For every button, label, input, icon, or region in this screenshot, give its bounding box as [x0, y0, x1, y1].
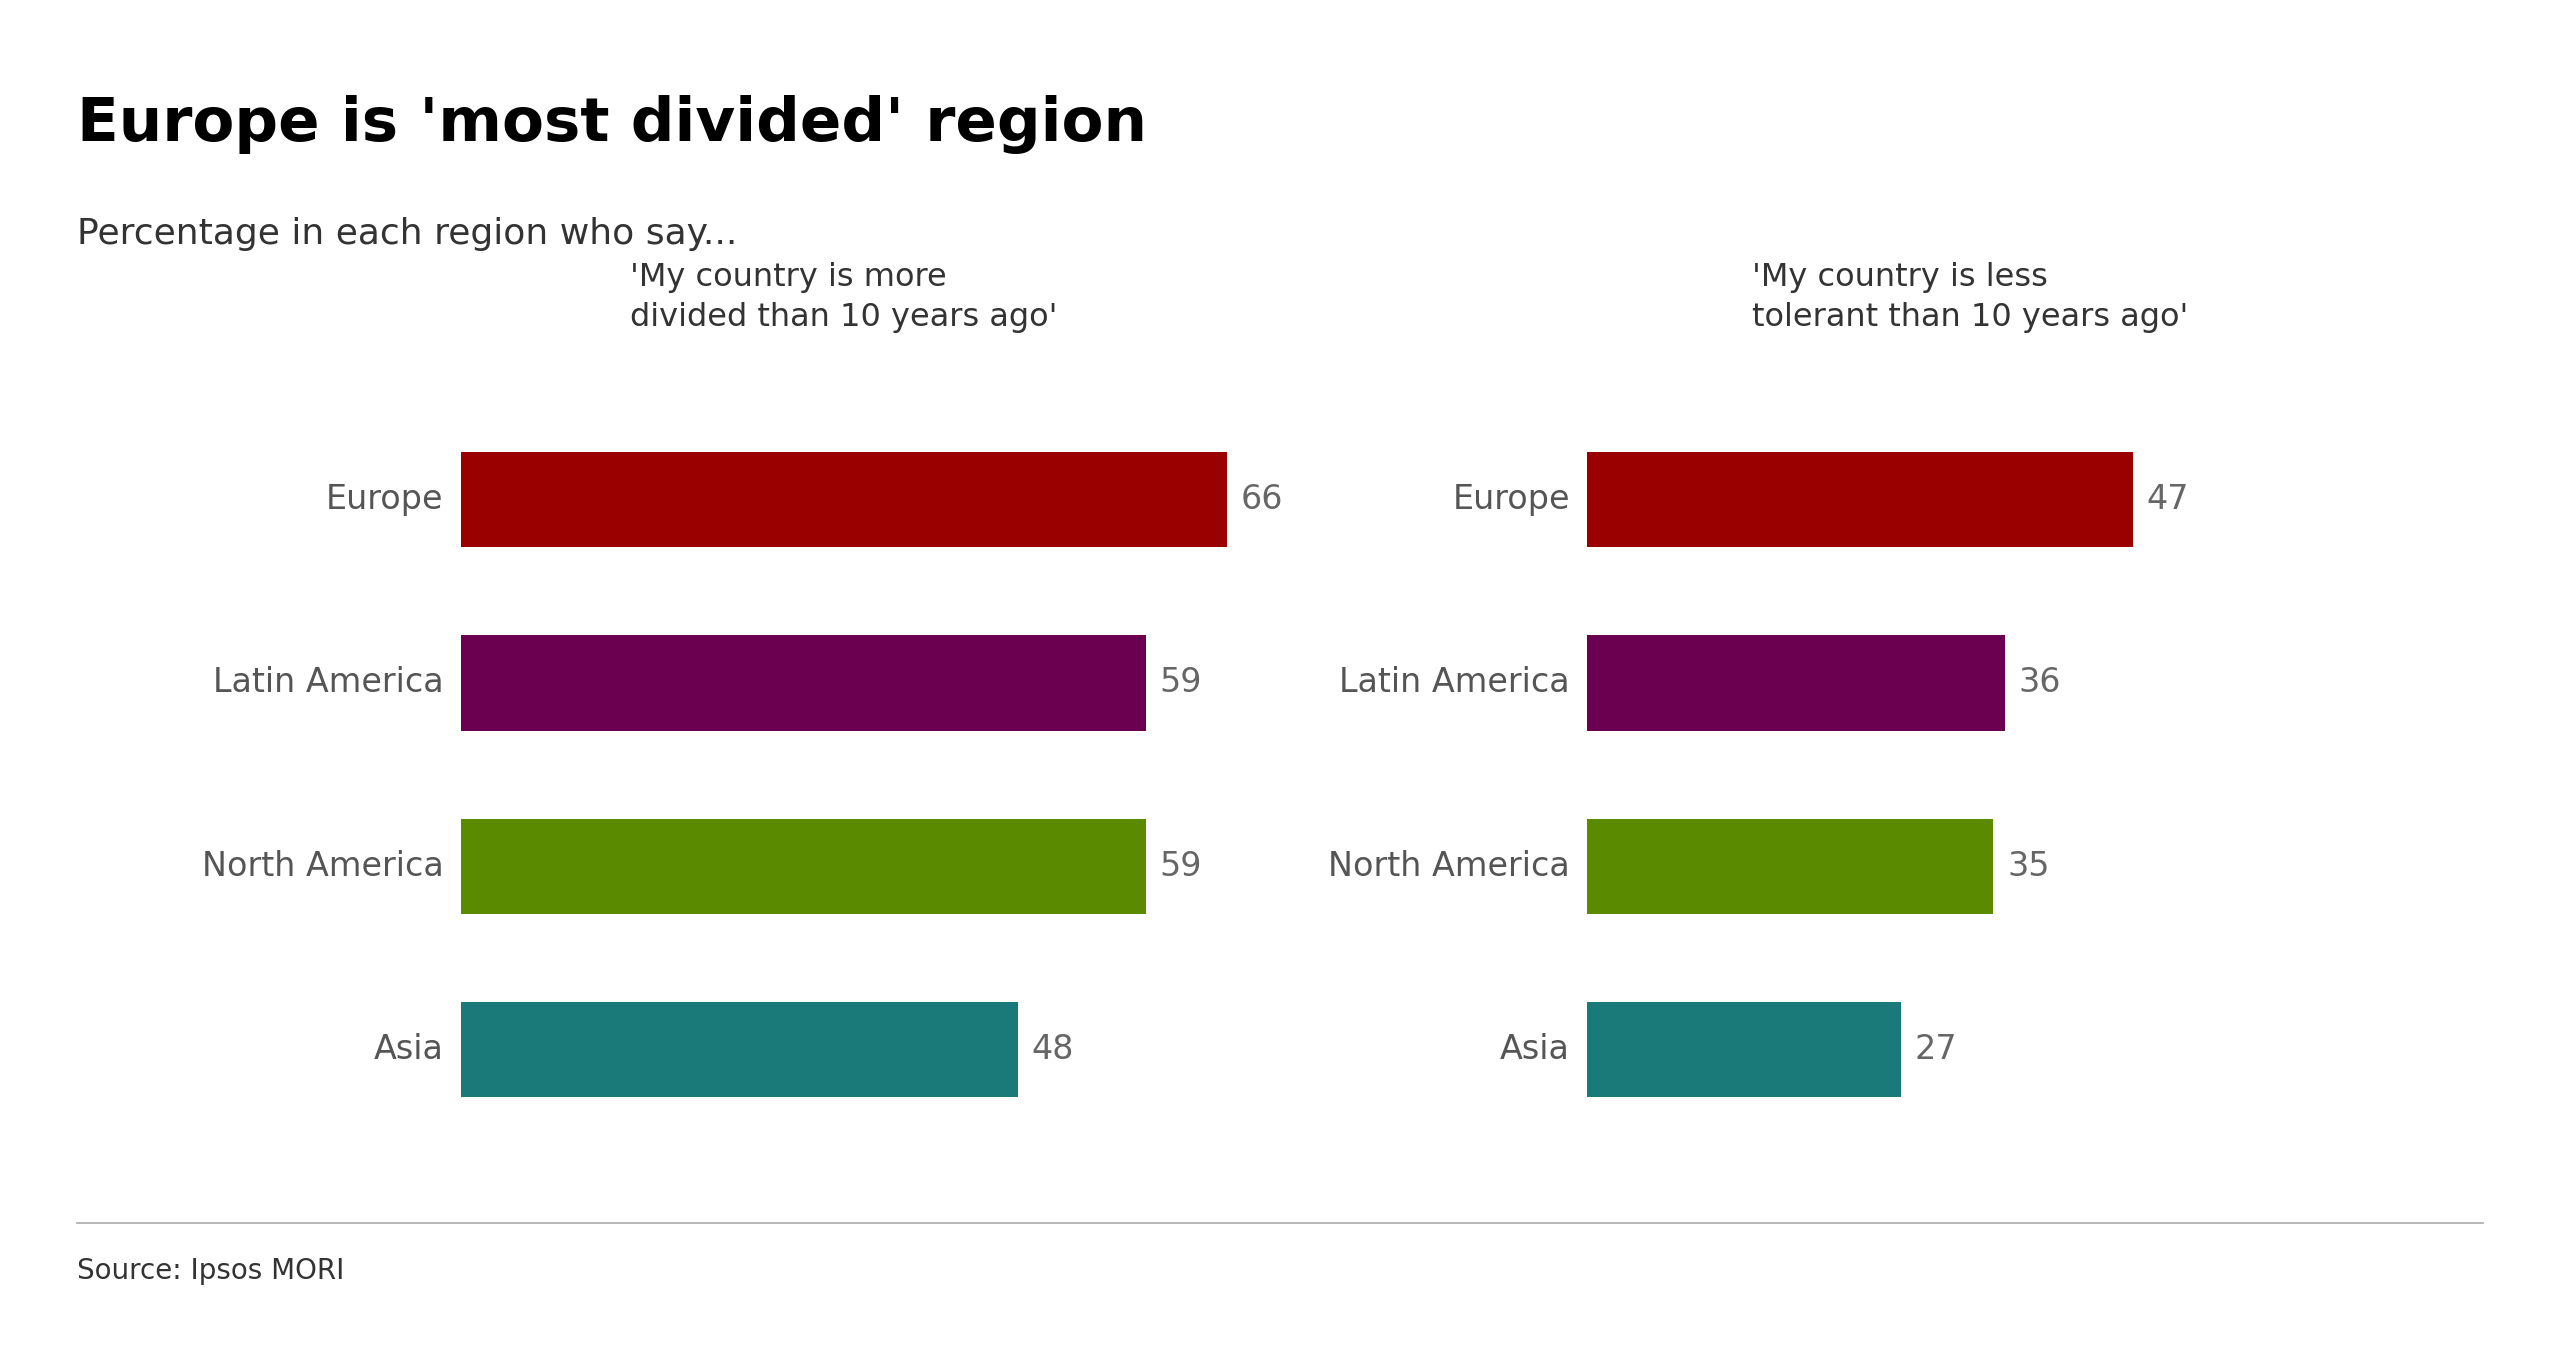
Text: Asia: Asia	[1500, 1033, 1569, 1065]
Text: 48: 48	[1032, 1033, 1075, 1065]
Text: North America: North America	[202, 849, 443, 883]
Bar	[461, 453, 1226, 548]
Text: 'My country is more
divided than 10 years ago': 'My country is more divided than 10 year…	[630, 262, 1057, 333]
Text: Latin America: Latin America	[212, 666, 443, 700]
Text: BBC: BBC	[2345, 1254, 2447, 1298]
Bar	[1587, 1002, 1900, 1097]
Text: Source: Ipsos MORI: Source: Ipsos MORI	[77, 1257, 343, 1284]
Text: 35: 35	[2007, 849, 2051, 883]
Bar	[1587, 818, 1994, 915]
Bar	[461, 1002, 1019, 1097]
Bar	[1587, 453, 2132, 548]
Text: Europe: Europe	[1452, 484, 1569, 516]
Text: 59: 59	[1160, 666, 1203, 700]
Text: Latin America: Latin America	[1339, 666, 1569, 700]
Text: North America: North America	[1329, 849, 1569, 883]
Bar	[461, 635, 1144, 731]
Bar	[461, 818, 1144, 915]
Text: 47: 47	[2148, 484, 2189, 516]
Bar	[1587, 635, 2004, 731]
Text: 27: 27	[1915, 1033, 1956, 1065]
Text: 36: 36	[2020, 666, 2061, 700]
Text: 59: 59	[1160, 849, 1203, 883]
Text: Percentage in each region who say...: Percentage in each region who say...	[77, 217, 737, 251]
Text: Europe is 'most divided' region: Europe is 'most divided' region	[77, 95, 1147, 154]
Text: Asia: Asia	[374, 1033, 443, 1065]
Text: Europe: Europe	[325, 484, 443, 516]
Text: 66: 66	[1242, 484, 1283, 516]
Text: 'My country is less
tolerant than 10 years ago': 'My country is less tolerant than 10 yea…	[1751, 262, 2189, 333]
